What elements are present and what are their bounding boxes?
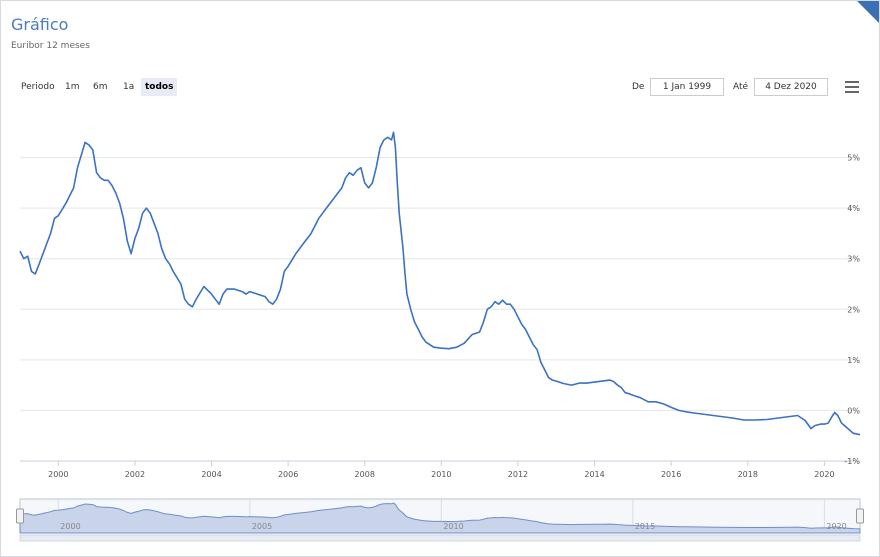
to-date-input[interactable]: 4 Dez 2020 <box>754 78 828 96</box>
series-line <box>19 131 861 436</box>
x-tick-label: 2014 <box>584 470 604 479</box>
y-tick-label: 3% <box>847 255 860 264</box>
range-button-1a[interactable]: 1a <box>123 82 135 92</box>
navigator-scrollbar[interactable] <box>19 534 861 542</box>
x-tick-label: 2000 <box>48 470 68 479</box>
period-label: Periodo <box>21 82 55 92</box>
y-tick-label: 1% <box>847 356 860 365</box>
x-tick-label: 2016 <box>661 470 681 479</box>
from-date-label: De <box>632 82 645 92</box>
navigator-tick-label: 2020 <box>826 522 846 531</box>
chart-subtitle: Euribor 12 meses <box>11 41 90 51</box>
x-tick-label: 2008 <box>355 470 375 479</box>
chart-title: Gráfico <box>11 15 69 34</box>
y-tick-label: 0% <box>847 406 860 415</box>
x-tick-label: 2020 <box>814 470 834 479</box>
y-tick-label: 2% <box>847 305 860 314</box>
navigator-tick-label: 2005 <box>252 522 272 531</box>
navigator-tick-label: 2000 <box>60 522 80 531</box>
navigator-handle-left[interactable] <box>16 508 24 524</box>
line-chart: -1% 0% 1% 2% 3% 4% 5% 2000 2002 2004 2006 2008 2010 2… <box>16 131 864 542</box>
hamburger-menu-icon[interactable] <box>845 81 859 93</box>
range-button-1m[interactable]: 1m <box>65 82 80 92</box>
x-tick-label: 2006 <box>278 470 298 479</box>
range-button-todos[interactable]: todos <box>141 78 178 96</box>
y-tick-label: 5% <box>847 154 860 163</box>
navigator-series <box>19 502 861 534</box>
from-date-input[interactable]: 1 Jan 1999 <box>650 78 724 96</box>
navigator-tick-label: 2010 <box>443 522 463 531</box>
x-tick-label: 2012 <box>508 470 528 479</box>
navigator-handle-right[interactable] <box>856 508 864 524</box>
to-date-label: Até <box>733 82 749 92</box>
y-tick-label: 4% <box>847 204 860 213</box>
y-tick-label: -1% <box>844 457 860 466</box>
x-tick-label: 2010 <box>431 470 451 479</box>
corner-ribbon[interactable] <box>857 1 879 23</box>
x-tick-label: 2004 <box>201 470 221 479</box>
range-button-6m[interactable]: 6m <box>93 82 108 92</box>
navigator-tick-label: 2015 <box>635 522 655 531</box>
x-tick-label: 2018 <box>738 470 758 479</box>
x-tick-label: 2002 <box>125 470 145 479</box>
